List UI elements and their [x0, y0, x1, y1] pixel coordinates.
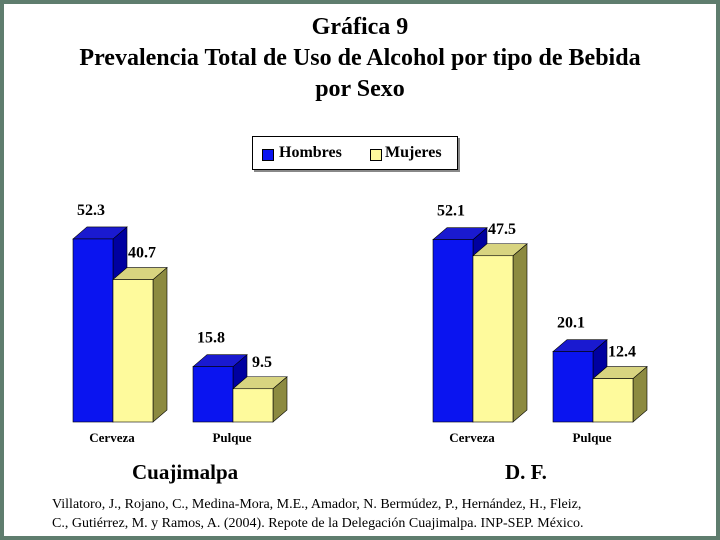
legend: Hombres Mujeres	[252, 136, 458, 170]
category-label-df-pulque: Pulque	[572, 430, 611, 445]
legend-swatch-mujeres	[370, 149, 382, 161]
value-label-df-pulque-hombres: 20.1	[557, 315, 585, 332]
source-line-2: C., Gutiérrez, M. y Ramos, A. (2004). Re…	[52, 516, 584, 531]
value-label-cuajimalpa-pulque-hombres: 15.8	[197, 330, 225, 347]
value-label-df-pulque-mujeres: 12.4	[608, 344, 636, 361]
legend-label-hombres: Hombres	[279, 144, 342, 161]
title-line-1: Gráfica 9	[311, 14, 409, 40]
title-line-2: Prevalencia Total de Uso de Alcohol por …	[79, 45, 641, 71]
source-citation: Villatoro, J., Rojano, C., Medina-Mora, …	[52, 495, 692, 533]
bar-df-cerveza-mujeres	[472, 243, 528, 423]
value-label-cuajimalpa-cerveza-mujeres: 40.7	[128, 245, 156, 262]
value-label-cuajimalpa-pulque-mujeres: 9.5	[252, 354, 272, 371]
group-label-cuajimalpa: Cuajimalpa	[132, 460, 239, 484]
category-label-cuajimalpa-cerveza: Cerveza	[89, 430, 135, 445]
bar-cuajimalpa-cerveza-mujeres	[112, 266, 168, 423]
category-label-df-cerveza: Cerveza	[449, 430, 495, 445]
source-line-1: Villatoro, J., Rojano, C., Medina-Mora, …	[52, 497, 582, 512]
value-label-cuajimalpa-cerveza-hombres: 52.3	[77, 202, 105, 219]
value-label-df-cerveza-hombres: 52.1	[437, 203, 465, 220]
legend-swatch-hombres	[262, 149, 274, 161]
group-label-df: D. F.	[505, 460, 547, 484]
title-line-3: por Sexo	[315, 76, 405, 102]
legend-label-mujeres: Mujeres	[385, 144, 442, 161]
value-label-df-cerveza-mujeres: 47.5	[488, 221, 516, 238]
bar-df-pulque-mujeres	[592, 365, 648, 423]
bar-cuajimalpa-pulque-mujeres	[232, 376, 288, 423]
category-label-cuajimalpa-pulque: Pulque	[212, 430, 251, 445]
chart-title: Gráfica 9 Prevalencia Total de Uso de Al…	[0, 12, 720, 105]
